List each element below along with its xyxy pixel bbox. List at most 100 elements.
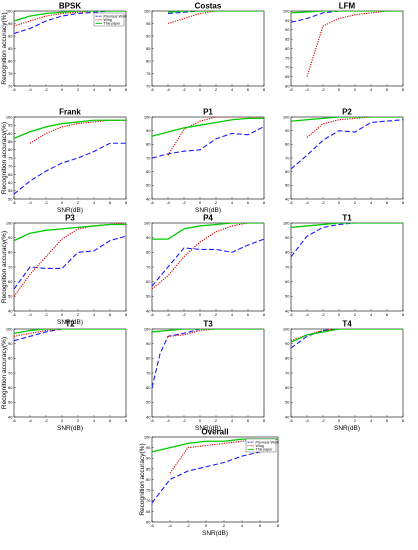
y-tick-label: 40 — [285, 196, 290, 201]
y-tick-label: 60 — [146, 519, 151, 524]
x-tick-label: 8 — [263, 87, 266, 92]
plot-area — [151, 10, 265, 87]
y-tick-label: 80 — [8, 356, 13, 361]
chart-title: Costas — [195, 2, 222, 11]
chart-panel-p3: P3 -6 -4 -2 0 2 4 6 8 40 50 60 70 80 90 100 SNR(dB) Recog… — [1, 214, 128, 327]
y-tick-label: 65 — [146, 509, 151, 514]
x-tick-label: -6 — [12, 312, 16, 317]
x-tick-label: 6 — [109, 418, 112, 423]
y-tick-label: 100 — [283, 114, 290, 119]
legend-entry: Previous Work — [256, 440, 280, 444]
series-line-previous-work — [291, 223, 403, 258]
x-tick-label: 4 — [241, 523, 244, 528]
x-tick-label: -6 — [150, 200, 154, 205]
chart-title: BPSK — [59, 2, 81, 11]
x-tick-label: 0 — [61, 200, 64, 205]
chart-title: T1 — [342, 214, 352, 223]
x-tick-label: 4 — [93, 87, 96, 92]
x-tick-label: 0 — [205, 523, 208, 528]
x-tick-label: 4 — [231, 200, 234, 205]
x-axis-label: SNR(dB) — [57, 425, 83, 432]
x-tick-label: 8 — [402, 200, 405, 205]
chart-panel-p4: P4 -6 -4 -2 0 2 4 6 8 40 50 60 70 80 90 100 — [144, 214, 266, 318]
x-tick-label: 2 — [223, 523, 226, 528]
y-tick-label: 90 — [285, 235, 290, 240]
y-tick-label: 80 — [146, 356, 151, 361]
chart-panel-bpsk: BPSK -6 -4 -2 0 2 4 6 8 70 75 80 85 90 95 100Recognitio… — [1, 2, 128, 93]
y-tick-label: 40 — [285, 308, 290, 313]
y-tick-label: 90 — [146, 33, 151, 38]
y-tick-label: 70 — [8, 83, 13, 88]
plot-area — [13, 328, 127, 418]
plot-area — [13, 222, 127, 312]
x-tick-label: 6 — [247, 418, 250, 423]
y-axis-label: Recognition accuracy(%) — [1, 12, 8, 84]
chart-title: P1 — [203, 108, 213, 117]
x-tick-label: -6 — [150, 418, 154, 423]
x-tick-label: -2 — [44, 200, 48, 205]
x-tick-label: 2 — [354, 312, 357, 317]
x-axis-label: SNR(dB) — [334, 425, 360, 432]
y-tick-label: 100 — [144, 220, 151, 225]
x-tick-label: -4 — [28, 312, 32, 317]
x-tick-label: 0 — [61, 87, 64, 92]
x-tick-label: 6 — [247, 87, 250, 92]
x-tick-label: -2 — [44, 312, 48, 317]
chart-panel-p2: P2 -6 -4 -2 0 2 4 6 8 40 50 60 70 80 90 100 — [283, 108, 405, 206]
x-tick-label: 2 — [354, 200, 357, 205]
y-axis-label: Recognition accuracy(%) — [139, 443, 146, 515]
x-tick-label: 6 — [259, 523, 262, 528]
y-tick-label: 50 — [146, 400, 151, 405]
x-tick-label: -2 — [321, 200, 325, 205]
chart-title: P3 — [65, 214, 75, 223]
x-tick-label: -2 — [182, 87, 186, 92]
x-axis-label: SNR(dB) — [57, 319, 83, 326]
x-tick-label: -4 — [305, 418, 309, 423]
plot-area — [290, 10, 404, 87]
x-tick-label: -6 — [289, 312, 293, 317]
x-tick-label: -4 — [166, 312, 170, 317]
series-line-previous-work — [291, 329, 403, 349]
chart-panel-t1: T1 -6 -4 -2 0 2 4 6 8 40 50 60 70 80 90 100 — [283, 214, 405, 318]
y-tick-label: 90 — [146, 235, 151, 240]
y-tick-label: 90 — [285, 27, 290, 32]
y-tick-label: 70 — [285, 264, 290, 269]
x-tick-label: 8 — [263, 418, 266, 423]
legend-entry: This paper — [256, 448, 274, 452]
x-tick-label: 8 — [125, 200, 128, 205]
x-axis-label: SNR(dB) — [202, 530, 228, 537]
y-tick-label: 70 — [146, 83, 151, 88]
x-tick-label: -6 — [12, 87, 16, 92]
y-tick-label: 60 — [285, 385, 290, 390]
y-tick-label: 100 — [144, 8, 151, 13]
chart-panel-lfm: LFM -6 -4 -2 0 2 4 6 8 60 65 70 75 80 85 90 95 100 — [283, 2, 405, 93]
series-line-this-paper — [152, 329, 264, 333]
x-tick-label: -4 — [28, 418, 32, 423]
x-tick-label: 6 — [247, 312, 250, 317]
y-tick-label: 100 — [283, 220, 290, 225]
y-tick-label: 50 — [8, 196, 13, 201]
series-line-wing — [152, 223, 264, 290]
y-tick-label: 90 — [8, 33, 13, 38]
series-line-previous-work — [14, 235, 126, 290]
x-tick-label: -2 — [186, 523, 190, 528]
y-tick-label: 85 — [146, 466, 151, 471]
y-tick-label: 100 — [144, 114, 151, 119]
y-tick-label: 60 — [285, 279, 290, 284]
series-line-wing — [14, 11, 126, 27]
y-tick-label: 95 — [146, 21, 151, 26]
series-line-this-paper — [14, 119, 126, 139]
x-tick-label: -2 — [44, 87, 48, 92]
x-tick-label: 6 — [386, 87, 389, 92]
y-tick-label: 40 — [146, 196, 151, 201]
series-line-previous-work — [14, 329, 126, 342]
y-tick-label: 90 — [146, 128, 151, 133]
x-tick-label: 4 — [231, 87, 234, 92]
y-tick-label: 75 — [8, 71, 13, 76]
y-tick-label: 70 — [146, 370, 151, 375]
series-line-previous-work — [14, 142, 126, 195]
series-line-this-paper — [14, 11, 126, 22]
x-axis-label: SNR(dB) — [195, 207, 221, 214]
series-line-wing — [306, 11, 403, 77]
x-tick-label: -4 — [305, 200, 309, 205]
